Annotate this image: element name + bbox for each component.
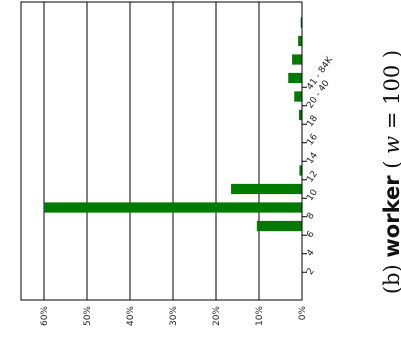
category-tick-label: 2 (305, 267, 316, 277)
category-tick-label: 8 (305, 211, 317, 222)
value-tick-label: 50% (83, 306, 93, 326)
histogram-bar (44, 202, 302, 213)
category-tick-label: 12 (305, 169, 320, 184)
histogram-bar (300, 17, 302, 28)
histogram-bar (294, 91, 302, 102)
category-tick-label: 14 (305, 151, 320, 166)
value-tick-label: 10% (255, 306, 265, 326)
histogram-bar (298, 35, 302, 47)
chart-caption: (b) worker ( w = 100 ) (380, 50, 401, 294)
bars (44, 17, 302, 232)
category-tick-label: 10 (305, 188, 320, 203)
value-tick-label: 40% (126, 306, 136, 326)
histogram-bar (299, 165, 302, 176)
value-tick-label: 60% (40, 306, 50, 326)
category-tick-label: 6 (305, 229, 317, 240)
grid-lines (43, 2, 260, 300)
value-tick-label: 0% (298, 306, 308, 321)
plot-frame (20, 1, 303, 301)
histogram-bar (231, 183, 302, 195)
value-tick-label: 20% (212, 306, 222, 326)
value-ticks: 0% 10% 20% 30% 40% 50% 60% (40, 306, 308, 326)
histogram-bar (292, 54, 302, 65)
category-tick-label: 4 (305, 248, 317, 259)
value-tick-label: 30% (169, 306, 179, 326)
category-tick-label: 16 (305, 132, 320, 147)
histogram-bar (256, 220, 302, 232)
histogram-bar (298, 109, 302, 121)
category-tick-label: 18 (305, 114, 320, 129)
histogram-bar (288, 72, 302, 84)
